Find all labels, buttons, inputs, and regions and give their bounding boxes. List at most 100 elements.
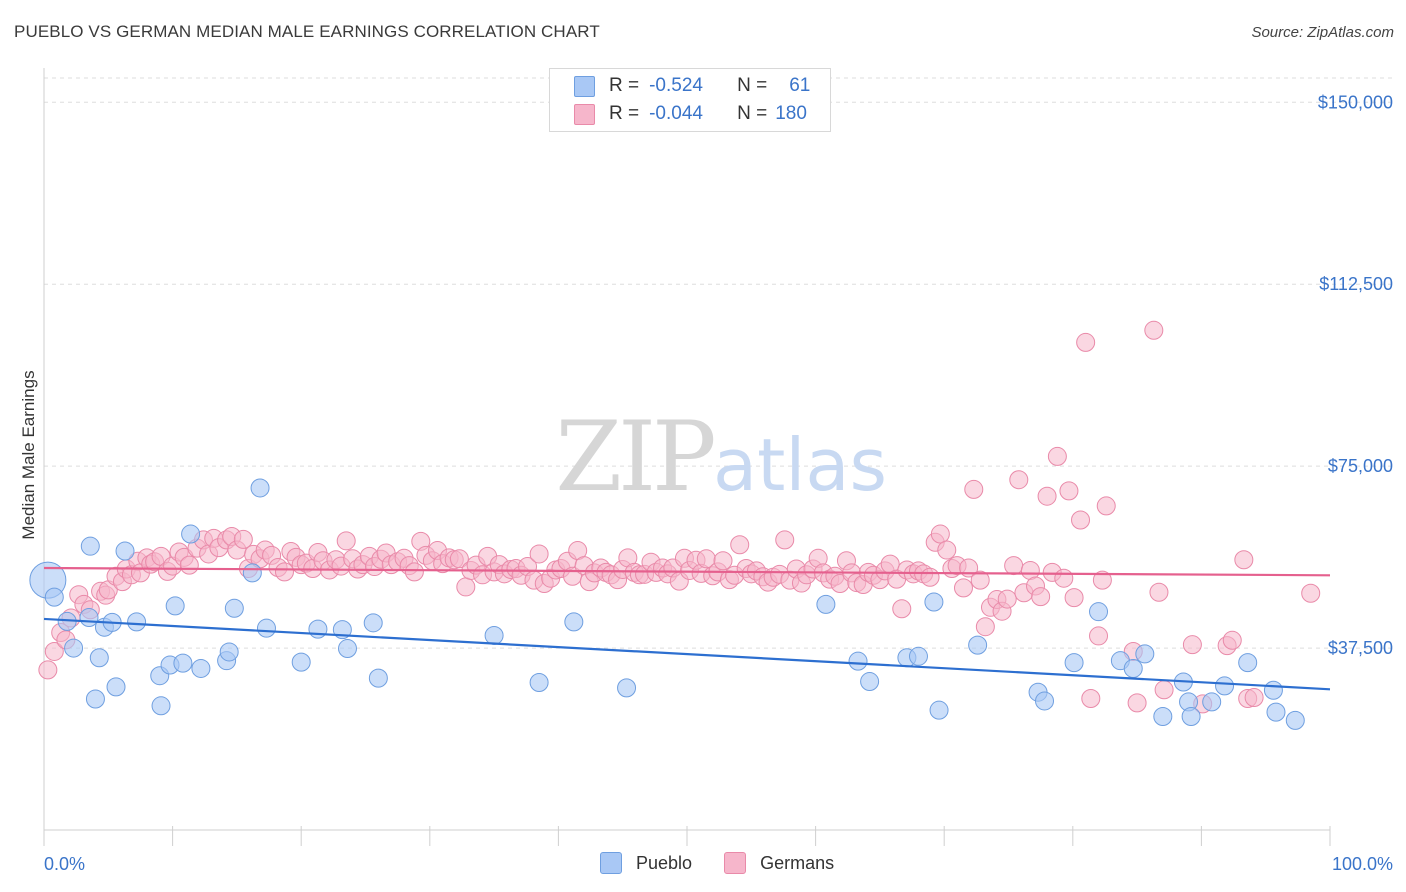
legend-n-label: N = bbox=[737, 103, 768, 124]
germans-point bbox=[975, 617, 995, 637]
pueblo-point bbox=[80, 536, 100, 556]
pueblo-point bbox=[191, 658, 211, 678]
pueblo-legend-swatch bbox=[600, 852, 622, 874]
trend-layer bbox=[43, 566, 1331, 691]
pueblo-point bbox=[929, 700, 949, 720]
x-tick-label-max: 100.0% bbox=[1332, 854, 1393, 874]
pueblo-point bbox=[848, 651, 868, 671]
germans-point bbox=[1071, 510, 1091, 530]
germans-legend-label: Germans bbox=[760, 852, 835, 873]
pueblo-point bbox=[1035, 691, 1055, 711]
germans-point bbox=[44, 641, 64, 661]
germans-point bbox=[1076, 332, 1096, 352]
legend-n-label: N = bbox=[737, 75, 768, 96]
germans-point bbox=[336, 531, 356, 551]
watermark-atlas: atlas bbox=[713, 423, 887, 507]
pueblo-point bbox=[1064, 653, 1084, 673]
germans-point bbox=[456, 577, 476, 597]
pueblo-point bbox=[224, 598, 244, 618]
pueblo-point bbox=[291, 652, 311, 672]
pueblo-point bbox=[564, 612, 584, 632]
pueblo-point bbox=[250, 478, 270, 498]
germans-point bbox=[713, 551, 733, 571]
pueblo-swatch bbox=[574, 75, 595, 97]
pueblo-point bbox=[127, 612, 147, 632]
pueblo-point bbox=[64, 638, 84, 658]
germans-point bbox=[930, 524, 950, 544]
pueblo-trend-line bbox=[43, 617, 1331, 691]
germans-point bbox=[1092, 570, 1112, 590]
germans-point bbox=[1089, 626, 1109, 646]
germans-point bbox=[233, 529, 253, 549]
y-tick-label: $150,000 bbox=[1318, 92, 1393, 112]
pueblo-point bbox=[79, 607, 99, 627]
pueblo-point bbox=[115, 541, 135, 561]
pueblo-point bbox=[173, 653, 193, 673]
pueblo-legend-label: Pueblo bbox=[636, 852, 693, 873]
label-layer: $37,500 $75,000 $112,500 $150,000 0.0% 100.0%… bbox=[19, 92, 1393, 874]
germans-point bbox=[529, 544, 549, 564]
pueblo-point bbox=[968, 635, 988, 655]
pueblo-point bbox=[219, 642, 239, 662]
pueblo-points-layer bbox=[29, 478, 1305, 730]
pueblo-point bbox=[368, 668, 388, 688]
germans-point bbox=[1144, 320, 1164, 340]
germans-point bbox=[1047, 446, 1067, 466]
germans-legend-swatch bbox=[724, 852, 747, 874]
pueblo-point bbox=[89, 648, 109, 668]
germans-point bbox=[970, 570, 990, 590]
germans-point bbox=[920, 567, 940, 587]
germans-point bbox=[1037, 486, 1057, 506]
pueblo-point bbox=[242, 563, 262, 583]
pueblo-point bbox=[308, 619, 328, 639]
germans-point bbox=[1154, 680, 1174, 700]
pueblo-point bbox=[1089, 602, 1109, 622]
pueblo-point bbox=[363, 613, 383, 633]
germans-swatch bbox=[574, 103, 595, 125]
pueblo-point bbox=[181, 524, 201, 544]
pueblo-point bbox=[1215, 676, 1235, 696]
pueblo-point bbox=[256, 618, 276, 638]
legend-row-germans: R = -0.044 N = 180 bbox=[574, 103, 807, 125]
germans-point bbox=[449, 549, 469, 569]
germans-points-layer bbox=[38, 320, 1321, 714]
chart-title: PUEBLO VS GERMAN MEDIAN MALE EARNINGS CO… bbox=[14, 22, 600, 41]
germans-point bbox=[730, 535, 750, 555]
x-tick-label-min: 0.0% bbox=[44, 854, 85, 874]
pueblo-point bbox=[44, 587, 64, 607]
y-tick-label: $75,000 bbox=[1328, 456, 1393, 476]
pueblo-point bbox=[860, 672, 880, 692]
germans-point bbox=[1054, 568, 1074, 588]
legend-r-label: R = bbox=[609, 75, 640, 96]
germans-point bbox=[1234, 550, 1254, 570]
pueblo-point bbox=[165, 596, 185, 616]
germans-point bbox=[964, 479, 984, 499]
germans-point bbox=[953, 578, 973, 598]
pueblo-point bbox=[1181, 706, 1201, 726]
legend-n-value: 61 bbox=[789, 75, 811, 96]
watermark-zip: ZIP bbox=[555, 401, 714, 513]
pueblo-point bbox=[85, 689, 105, 709]
pueblo-point bbox=[1123, 658, 1143, 678]
pueblo-point bbox=[151, 696, 171, 716]
pueblo-point bbox=[1285, 710, 1305, 730]
germans-point bbox=[1222, 630, 1242, 650]
germans-point bbox=[1081, 689, 1101, 709]
germans-point bbox=[892, 599, 912, 619]
germans-point bbox=[1182, 635, 1202, 655]
legend-r-value: -0.044 bbox=[649, 103, 703, 124]
germans-point bbox=[1064, 588, 1084, 608]
pueblo-point bbox=[106, 677, 126, 697]
series-legend: Pueblo Germans bbox=[600, 852, 866, 874]
pueblo-point bbox=[337, 639, 357, 659]
germans-point bbox=[997, 589, 1017, 609]
pueblo-point bbox=[529, 673, 549, 693]
legend-item-pueblo: Pueblo bbox=[600, 852, 692, 874]
germans-point bbox=[38, 660, 58, 680]
pueblo-point bbox=[1238, 653, 1258, 673]
legend-r-value: -0.524 bbox=[649, 75, 703, 96]
y-tick-label: $112,500 bbox=[1319, 274, 1393, 294]
pueblo-point bbox=[1266, 702, 1286, 722]
germans-point bbox=[937, 540, 957, 560]
